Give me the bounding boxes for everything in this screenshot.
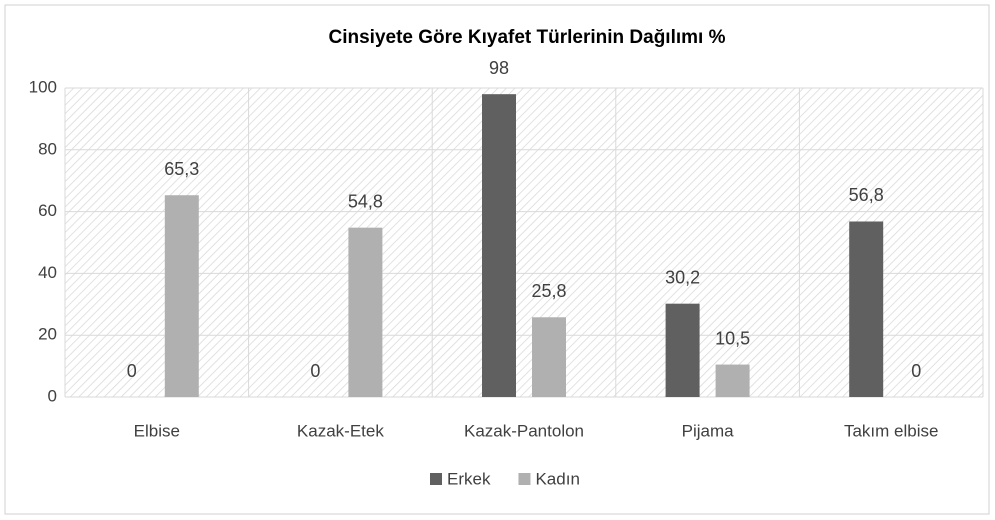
bar: [665, 303, 700, 397]
value-label: 98: [489, 58, 509, 78]
bar: [715, 364, 750, 397]
y-tick-label: 60: [38, 201, 57, 220]
x-tick-label: Takım elbise: [844, 421, 938, 440]
chart-title: Cinsiyete Göre Kıyafet Türlerinin Dağılı…: [329, 27, 726, 48]
y-tick-label: 100: [29, 77, 57, 96]
y-tick-label: 0: [48, 386, 57, 405]
value-label: 0: [911, 361, 921, 381]
value-label: 10,5: [715, 328, 750, 348]
value-label: 30,2: [665, 267, 700, 287]
legend-swatch: [518, 473, 531, 485]
value-label: 65,3: [164, 159, 199, 179]
value-label: 0: [310, 361, 320, 381]
value-label: 25,8: [531, 281, 566, 301]
plot-area: [65, 88, 983, 397]
bar: [849, 221, 884, 397]
bar: [164, 195, 199, 397]
y-tick-label: 80: [38, 139, 57, 158]
x-tick-label: Kazak-Pantolon: [464, 421, 584, 440]
bar: [532, 317, 566, 397]
value-label: 56,8: [849, 185, 884, 205]
y-tick-label: 20: [38, 325, 57, 344]
x-tick-label: Kazak-Etek: [297, 421, 384, 440]
bar: [482, 94, 516, 398]
legend-label: Erkek: [447, 469, 491, 488]
bar: [348, 227, 383, 397]
value-label: 0: [127, 361, 137, 381]
legend-label: Kadın: [535, 469, 579, 488]
legend-swatch: [430, 473, 442, 485]
y-tick-label: 40: [38, 263, 57, 282]
x-tick-label: Pijama: [682, 421, 735, 440]
value-label: 54,8: [348, 191, 383, 211]
x-tick-label: Elbise: [134, 421, 180, 440]
